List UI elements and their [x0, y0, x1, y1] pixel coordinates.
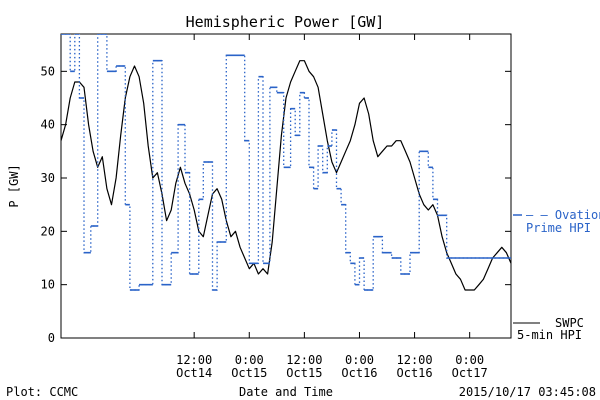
footer-timestamp: 2015/10/17 03:45:08: [459, 385, 596, 399]
legend-swpc-line1: SWPC: [555, 316, 584, 330]
y-axis-label: P [GW]: [7, 164, 21, 207]
plot-frame: [60, 33, 512, 339]
legend-swpc: SWPC 5-min HPI: [513, 316, 584, 342]
x-tick-label-date: Oct15: [286, 366, 322, 380]
x-tick-label-date: Oct16: [397, 366, 433, 380]
y-tick-label: 50: [41, 64, 55, 78]
legend-ovation-line2: Prime HPI: [526, 221, 591, 235]
x-tick-label-date: Oct16: [341, 366, 377, 380]
series-swpc-hpi-line: [61, 60, 511, 291]
x-tick-label-time: 0:00: [235, 353, 264, 367]
y-tick-label: 30: [41, 171, 55, 185]
x-tick-label-date: Oct15: [231, 366, 267, 380]
legend-ovation-line1: – – Ovation: [526, 208, 600, 222]
x-tick-label-time: 12:00: [286, 353, 322, 367]
footer-credit: Plot: CCMC: [6, 385, 78, 399]
legend-ovation: – – Ovation Prime HPI: [526, 208, 600, 235]
x-tick-label-time: 12:00: [397, 353, 433, 367]
x-axis: 12:00Oct140:00Oct1512:00Oct150:00Oct1612…: [176, 34, 488, 380]
x-tick-label-time: 12:00: [176, 353, 212, 367]
y-tick-label: 0: [48, 331, 55, 345]
x-tick-label-date: Oct14: [176, 366, 212, 380]
chart-title: Hemispheric Power [GW]: [186, 13, 385, 31]
y-tick-label: 10: [41, 278, 55, 292]
x-tick-label-date: Oct17: [452, 366, 488, 380]
legend-swpc-line2: 5-min HPI: [517, 328, 582, 342]
x-tick-label-time: 0:00: [455, 353, 484, 367]
x-axis-label: Date and Time: [239, 385, 333, 399]
x-tick-label-time: 0:00: [345, 353, 374, 367]
y-tick-label: 40: [41, 118, 55, 132]
series-ovation-prime-line: [61, 34, 511, 291]
y-axis: 0 10 20 30 40 50: [41, 64, 511, 345]
series-layer: [61, 34, 511, 291]
y-tick-label: 20: [41, 224, 55, 238]
